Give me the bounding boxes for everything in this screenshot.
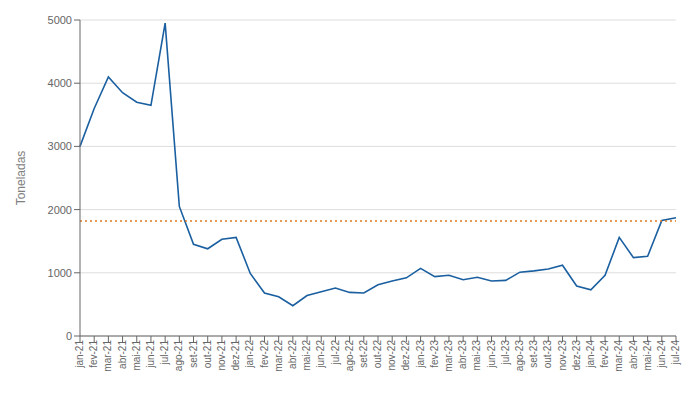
svg-text:jan-21: jan-21	[74, 340, 85, 369]
svg-text:jun-21: jun-21	[145, 340, 156, 369]
svg-text:nov-23: nov-23	[557, 340, 568, 371]
svg-text:mar-22: mar-22	[273, 340, 284, 372]
svg-text:set-21: set-21	[188, 340, 199, 368]
svg-text:out-22: out-22	[372, 340, 383, 369]
svg-text:abr-22: abr-22	[287, 340, 298, 369]
svg-text:jan-24: jan-24	[585, 340, 596, 369]
svg-text:jul-21: jul-21	[159, 340, 170, 366]
svg-text:4000: 4000	[48, 77, 72, 89]
svg-text:2000: 2000	[48, 204, 72, 216]
svg-text:ago-22: ago-22	[344, 340, 355, 372]
svg-text:jun-24: jun-24	[656, 340, 667, 369]
svg-text:5000: 5000	[48, 14, 72, 26]
svg-text:fev-21: fev-21	[88, 340, 99, 368]
svg-text:abr-21: abr-21	[117, 340, 128, 369]
svg-text:set-23: set-23	[528, 340, 539, 368]
svg-text:mar-21: mar-21	[102, 340, 113, 372]
svg-text:jun-23: jun-23	[486, 340, 497, 369]
svg-text:jan-23: jan-23	[415, 340, 426, 369]
svg-text:mai-21: mai-21	[131, 340, 142, 371]
svg-text:Toneladas: Toneladas	[14, 151, 28, 206]
svg-text:dez-22: dez-22	[400, 340, 411, 371]
svg-text:dez-21: dez-21	[230, 340, 241, 371]
svg-text:mai-22: mai-22	[301, 340, 312, 371]
svg-text:fev-22: fev-22	[259, 340, 270, 368]
svg-text:jul-24: jul-24	[670, 340, 681, 366]
svg-text:dez-23: dez-23	[571, 340, 582, 371]
svg-text:jan-22: jan-22	[244, 340, 255, 369]
svg-text:fev-24: fev-24	[599, 340, 610, 368]
svg-text:nov-21: nov-21	[216, 340, 227, 371]
svg-text:out-23: out-23	[542, 340, 553, 369]
svg-text:jun-22: jun-22	[315, 340, 326, 369]
svg-text:abr-23: abr-23	[457, 340, 468, 369]
svg-text:set-22: set-22	[358, 340, 369, 368]
svg-text:jul-23: jul-23	[500, 340, 511, 366]
svg-text:jul-22: jul-22	[330, 340, 341, 366]
svg-text:mar-24: mar-24	[613, 340, 624, 372]
svg-text:mai-24: mai-24	[642, 340, 653, 371]
svg-text:3000: 3000	[48, 140, 72, 152]
svg-text:0: 0	[66, 330, 72, 342]
svg-text:ago-21: ago-21	[173, 340, 184, 372]
svg-text:out-21: out-21	[202, 340, 213, 369]
svg-text:mai-23: mai-23	[471, 340, 482, 371]
svg-text:1000: 1000	[48, 267, 72, 279]
svg-text:fev-23: fev-23	[429, 340, 440, 368]
svg-text:ago-23: ago-23	[514, 340, 525, 372]
svg-text:mar-23: mar-23	[443, 340, 454, 372]
svg-text:nov-22: nov-22	[386, 340, 397, 371]
svg-text:abr-24: abr-24	[628, 340, 639, 369]
